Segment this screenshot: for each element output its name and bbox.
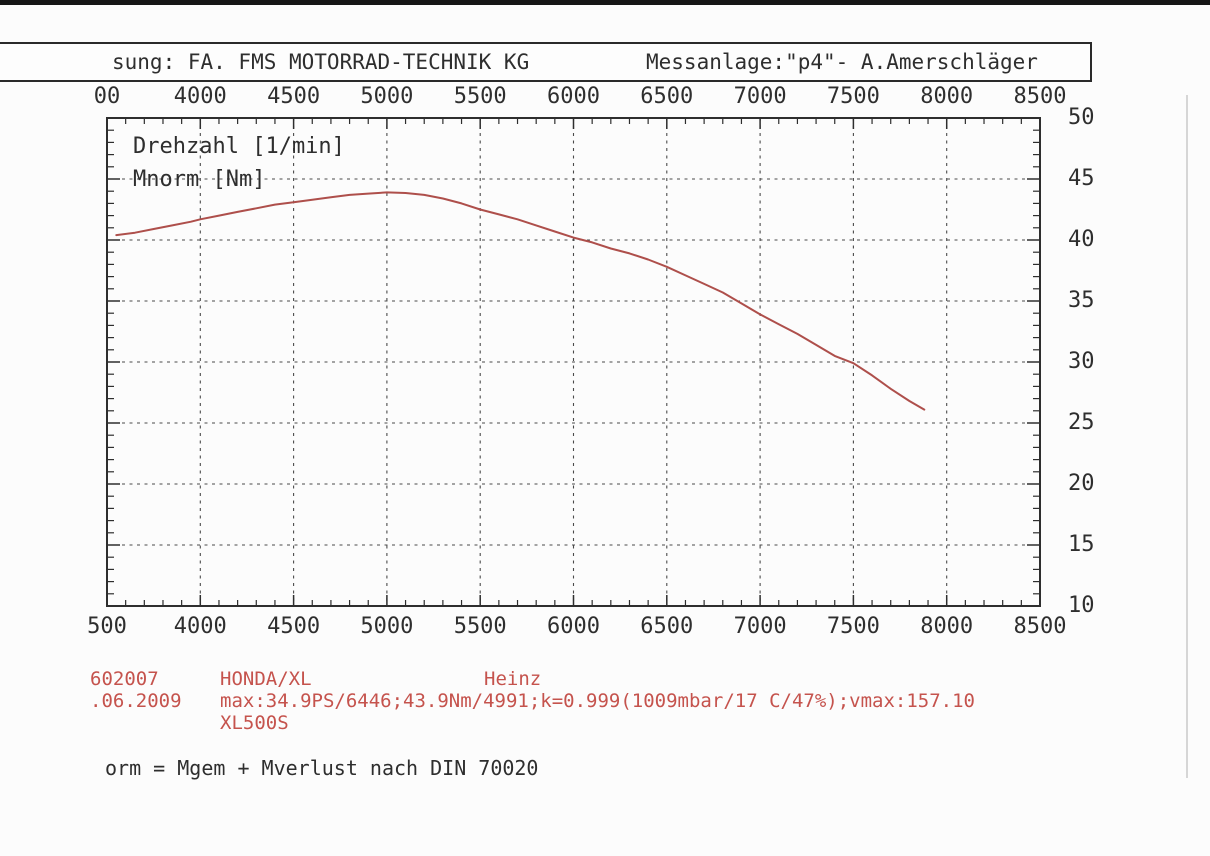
header-company-label: sung: FA. FMS MOTORRAD-TECHNIK KG (112, 50, 530, 74)
x-tick-label-bottom: 4000 (173, 614, 227, 639)
x-tick-label-top: 8000 (920, 84, 974, 109)
x-tick-label-top: 7000 (733, 84, 787, 109)
test-date: .06.2009 (90, 690, 182, 712)
x-tick-label-bottom: 6000 (547, 614, 600, 639)
x-tick-label-top: 8500 (1013, 84, 1067, 109)
scan-edge-top (0, 0, 1210, 5)
vehicle-model: HONDA/XL (220, 668, 312, 690)
header-measurement-system-label: Messanlage:"p4"- A.Amerschläger (646, 50, 1038, 74)
x-tick-label-bottom: 6500 (640, 614, 694, 639)
x-tick-label-top: 4000 (173, 84, 227, 109)
header-box: sung: FA. FMS MOTORRAD-TECHNIK KG Messan… (0, 42, 1092, 82)
x-axis-title: Drehzahl [1/min] (133, 134, 345, 159)
x-tick-label-top: 6500 (640, 84, 694, 109)
y-tick-label: 35 (1068, 288, 1095, 313)
y-tick-label: 45 (1068, 166, 1095, 191)
x-tick-label-bottom: 500 (87, 614, 127, 639)
din-formula-note: orm = Mgem + Mverlust nach DIN 70020 (105, 756, 539, 780)
test-number: 602007 (90, 668, 159, 690)
x-tick-label-bottom: 7000 (733, 614, 787, 639)
x-tick-label-top: 6000 (547, 84, 600, 109)
x-tick-label-bottom: 5500 (453, 614, 507, 639)
x-tick-label-top: 7500 (826, 84, 880, 109)
x-tick-label-top: 00 (93, 84, 121, 109)
y-tick-label: 20 (1068, 471, 1095, 496)
scan-paper-edge-right (1186, 95, 1188, 778)
y-tick-label: 15 (1068, 532, 1095, 557)
x-tick-label-bottom: 8500 (1013, 614, 1067, 639)
y-tick-label: 10 (1068, 593, 1095, 618)
y-tick-label: 50 (1068, 105, 1095, 130)
torque-curve (115, 191, 926, 411)
y-tick-label: 40 (1068, 227, 1095, 252)
y-tick-label: 30 (1068, 349, 1095, 374)
x-tick-label-bottom: 8000 (920, 614, 974, 639)
y-tick-label: 25 (1068, 410, 1095, 435)
x-tick-label-top: 4500 (267, 84, 321, 109)
x-tick-label-top: 5500 (453, 84, 507, 109)
operator-name: Heinz (484, 668, 542, 690)
x-tick-label-bottom: 4500 (267, 614, 321, 639)
x-tick-label-bottom: 5000 (360, 614, 414, 639)
x-tick-label-bottom: 7500 (826, 614, 880, 639)
max-values-line: max:34.9PS/6446;43.9Nm/4991;k=0.999(1009… (220, 690, 975, 712)
x-tick-label-top: 5000 (360, 84, 414, 109)
vehicle-type: XL500S (220, 712, 289, 734)
y-axis-title: Mnorm [Nm] (133, 167, 266, 192)
